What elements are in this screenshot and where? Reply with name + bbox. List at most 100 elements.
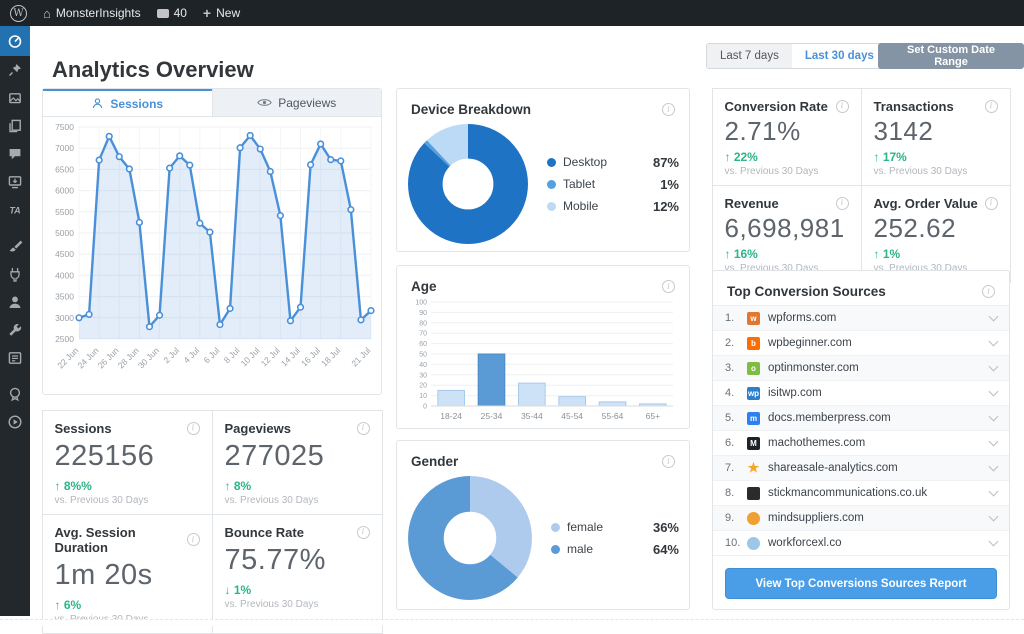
pages-icon (9, 119, 21, 133)
set-custom-date-range-button[interactable]: Set Custom Date Range (878, 43, 1024, 69)
source-row[interactable]: 8. stickmancommunications.co.uk (713, 481, 1009, 506)
info-icon[interactable] (662, 280, 675, 293)
sidebar-item-tools[interactable] (0, 316, 30, 344)
stat-compare-label: vs. Previous 30 Days (224, 598, 319, 610)
comment-icon (9, 149, 21, 160)
play-icon (8, 415, 22, 429)
sidebar-item-comments[interactable] (0, 140, 30, 168)
wordpress-logo-icon[interactable]: W (10, 4, 27, 22)
stat-change: ↑ 22% (724, 149, 758, 164)
info-icon[interactable] (662, 103, 675, 116)
comments-admin-link[interactable]: 40 (156, 6, 187, 20)
ta-icon: TA (9, 206, 20, 216)
info-icon[interactable] (982, 285, 995, 298)
svg-text:10 Jul: 10 Jul (239, 345, 262, 368)
traffic-stats-grid: Sessions225156↑ 8%%vs. Previous 30 DaysP… (41, 409, 383, 634)
legend-dot-icon (547, 201, 556, 211)
chevron-down-icon[interactable] (988, 386, 999, 396)
svg-text:30 Jun: 30 Jun (136, 345, 161, 370)
chevron-down-icon[interactable] (988, 536, 999, 546)
sidebar-item-settings[interactable] (0, 344, 30, 372)
sidebar-item-ta-plugin[interactable]: TA (0, 196, 30, 224)
svg-text:25-34: 25-34 (481, 411, 503, 421)
sidebar-item-posts[interactable] (0, 56, 30, 84)
sidebar-item-media[interactable] (0, 84, 30, 112)
stat-card-revenue: Revenue6,698,981 ↑ 16%vs. Previous 30 Day… (711, 184, 862, 283)
svg-text:12 Jul: 12 Jul (259, 345, 282, 368)
sidebar-item-seal[interactable] (0, 380, 30, 408)
svg-text:3000: 3000 (55, 313, 74, 323)
legend-label: female (567, 520, 604, 534)
last-7-days-button[interactable]: Last 7 days (707, 44, 792, 68)
stat-change: ↑ 6% (54, 597, 82, 612)
source-domain: workforcexl.co (768, 537, 842, 549)
home-icon: ⌂ (43, 5, 51, 21)
svg-text:28 Jun: 28 Jun (116, 345, 141, 370)
stat-change: ↑ 16% (724, 246, 758, 261)
info-icon[interactable] (984, 196, 998, 210)
svg-text:2500: 2500 (55, 334, 74, 344)
svg-text:100: 100 (415, 300, 427, 307)
info-icon[interactable] (186, 421, 200, 435)
svg-text:45-54: 45-54 (561, 411, 583, 421)
source-row[interactable]: 9. mindsuppliers.com (713, 506, 1009, 531)
chevron-down-icon[interactable] (988, 411, 999, 421)
chevron-down-icon[interactable] (988, 336, 999, 346)
stat-card-transactions: Transactions3142 ↑ 17%vs. Previous 30 Day… (860, 87, 1011, 186)
chevron-down-icon[interactable] (988, 511, 999, 521)
stat-label: Avg. Session Duration (54, 524, 136, 555)
tab-pageviews[interactable]: Pageviews (211, 89, 381, 116)
wrench-icon (9, 324, 22, 336)
last-30-days-button[interactable]: Last 30 days (791, 44, 887, 68)
stat-change: ↓ 1% (224, 582, 252, 597)
source-row[interactable]: 5. m docs.memberpress.com (713, 406, 1009, 431)
user-icon (9, 296, 21, 308)
svg-text:TA: TA (9, 206, 20, 216)
sidebar-item-downloads[interactable] (0, 168, 30, 196)
chevron-down-icon[interactable] (988, 311, 999, 321)
info-icon[interactable] (835, 99, 849, 113)
new-content-link[interactable]: + New (203, 5, 240, 21)
info-icon[interactable] (662, 455, 675, 468)
site-home-link[interactable]: ⌂ MonsterInsights (43, 6, 141, 21)
source-row[interactable]: 4. wp isitwp.com (713, 381, 1009, 406)
chevron-down-icon[interactable] (988, 461, 999, 471)
age-bar-chart: 0 10 20 30 40 50 60 70 80 90 100 18-24 25-34 35-44 45-… (397, 296, 689, 429)
info-icon[interactable] (356, 421, 370, 435)
chevron-down-icon[interactable] (988, 486, 999, 496)
sessions-chart-card: Sessions Pageviews 2500 3000 3500 4000 4500 5… (42, 88, 382, 395)
gender-donut-chart (407, 475, 533, 601)
view-top-conversions-report-button[interactable]: View Top Conversions Sources Report (725, 568, 997, 599)
svg-text:6000: 6000 (55, 186, 74, 196)
sidebar-item-plugins[interactable] (0, 260, 30, 288)
source-row[interactable]: 3. o optinmonster.com (713, 356, 1009, 381)
stat-value: 75.77% (224, 543, 326, 576)
source-rank: 9. (725, 512, 735, 524)
sidebar-item-users[interactable] (0, 288, 30, 316)
chevron-down-icon[interactable] (988, 436, 999, 446)
source-row[interactable]: 7. ★ shareasale-analytics.com (713, 456, 1009, 481)
sidebar-item-appearance[interactable] (0, 232, 30, 260)
info-icon[interactable] (984, 99, 998, 113)
legend-percent: 1% (660, 176, 679, 192)
sidebar-item-pages[interactable] (0, 112, 30, 140)
info-icon[interactable] (835, 196, 849, 210)
chevron-down-icon[interactable] (988, 361, 999, 371)
comment-count: 40 (173, 6, 187, 20)
source-row[interactable]: 10. workforcexl.co (713, 531, 1009, 556)
source-row[interactable]: 2. b wpbeginner.com (713, 331, 1009, 356)
svg-text:90: 90 (419, 310, 427, 317)
source-rank: 4. (725, 387, 735, 399)
info-icon[interactable] (356, 525, 370, 539)
sidebar-item-monsterinsights-dashboard[interactable] (0, 26, 30, 56)
svg-text:4500: 4500 (55, 249, 74, 259)
svg-text:55-64: 55-64 (602, 411, 624, 421)
sidebar-item-video[interactable] (0, 408, 30, 436)
info-icon[interactable] (186, 533, 200, 546)
tab-sessions[interactable]: Sessions (43, 89, 212, 116)
source-domain: optinmonster.com (768, 362, 859, 374)
source-row[interactable]: 1. w wpforms.com (713, 306, 1009, 331)
source-rank: 8. (725, 487, 735, 499)
legend-row: female 36% (551, 520, 679, 535)
